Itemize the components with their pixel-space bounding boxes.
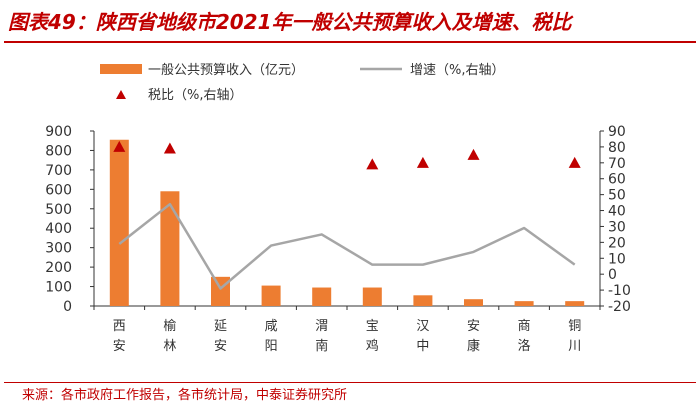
tax-ratio-marker-安康 bbox=[467, 148, 480, 160]
right-axis-tick-label: 60 bbox=[608, 172, 626, 188]
left-axis-tick-label: 500 bbox=[45, 202, 72, 218]
right-axis-tick-label: -10 bbox=[608, 283, 631, 299]
right-axis-tick-label: 20 bbox=[608, 235, 626, 251]
left-axis-tick-label: 0 bbox=[63, 299, 72, 315]
bar-铜川 bbox=[565, 301, 585, 306]
growth-line bbox=[118, 202, 576, 290]
left-axis-tick-label: 700 bbox=[45, 163, 72, 179]
x-axis-tick-label: 安康 bbox=[467, 319, 480, 354]
chart-title: 图表49：陕西省地级市2021年一般公共预算收入及增速、税比 bbox=[8, 10, 572, 34]
left-axis-tick-label: 600 bbox=[45, 182, 72, 198]
right-axis-tick-label: 40 bbox=[608, 204, 626, 220]
x-axis-tick-label: 延安 bbox=[214, 319, 227, 354]
tax-ratio-marker-西安 bbox=[113, 140, 126, 152]
right-axis-tick-label: 50 bbox=[608, 188, 626, 204]
bar-咸阳 bbox=[261, 285, 281, 306]
legend-label-bar: 一般公共预算收入（亿元） bbox=[148, 62, 304, 78]
x-axis-tick-label: 咸阳 bbox=[265, 319, 278, 354]
x-axis-tick-label: 汉中 bbox=[416, 319, 429, 354]
axes: 0100200300400500600700800900-20-10010203… bbox=[45, 124, 631, 354]
right-axis-tick-label: -20 bbox=[608, 299, 631, 315]
left-axis-tick-label: 100 bbox=[45, 280, 72, 296]
legend-swatch-marker bbox=[116, 90, 126, 99]
right-axis-tick-label: 90 bbox=[608, 124, 626, 140]
x-axis-tick-label: 铜川 bbox=[568, 319, 581, 354]
left-axis-tick-label: 300 bbox=[45, 241, 72, 257]
left-axis-tick-label: 900 bbox=[45, 124, 72, 140]
source-note: 来源：各市政府工作报告，各市统计局，中泰证券研究所 bbox=[22, 388, 348, 403]
x-axis-tick-label: 西安 bbox=[113, 319, 126, 354]
source-divider bbox=[4, 382, 696, 383]
left-axis-tick-label: 400 bbox=[45, 221, 72, 237]
left-axis-tick-label: 800 bbox=[45, 143, 72, 159]
bar-榆林 bbox=[160, 191, 180, 306]
right-axis-tick-label: 70 bbox=[608, 156, 626, 172]
bar-安康 bbox=[464, 299, 483, 306]
legend-label-line: 增速（%,右轴） bbox=[410, 63, 505, 78]
x-axis-tick-label: 渭南 bbox=[315, 319, 328, 354]
left-axis-tick-label: 200 bbox=[45, 260, 72, 276]
bar-渭南 bbox=[312, 287, 332, 306]
tax-ratio-marker-宝鸡 bbox=[366, 158, 379, 170]
tax-ratio-marker-铜川 bbox=[568, 156, 581, 168]
x-axis-tick-label: 榆林 bbox=[163, 319, 176, 354]
right-axis-tick-label: 10 bbox=[608, 251, 626, 267]
bar-汉中 bbox=[413, 295, 433, 306]
bar-series bbox=[109, 139, 585, 306]
bar-商洛 bbox=[514, 301, 534, 306]
right-axis-tick-label: 80 bbox=[608, 140, 626, 156]
chart: 一般公共预算收入（亿元） 增速（%,右轴） 税比（%,右轴） 010020030… bbox=[45, 62, 631, 354]
x-axis-tick-label: 商洛 bbox=[518, 319, 531, 354]
legend-label-marker: 税比（%,右轴） bbox=[148, 88, 243, 103]
legend: 一般公共预算收入（亿元） 增速（%,右轴） 税比（%,右轴） bbox=[100, 62, 505, 103]
bar-宝鸡 bbox=[362, 287, 382, 306]
line-series bbox=[118, 202, 576, 290]
title-divider bbox=[4, 41, 696, 43]
legend-swatch-bar bbox=[100, 64, 142, 74]
bar-西安 bbox=[109, 139, 129, 306]
x-axis-tick-label: 宝鸡 bbox=[366, 319, 379, 354]
bar-延安 bbox=[211, 276, 230, 306]
marker-series bbox=[113, 140, 581, 170]
tax-ratio-marker-榆林 bbox=[163, 142, 176, 154]
right-axis-tick-label: 0 bbox=[608, 267, 617, 283]
tax-ratio-marker-汉中 bbox=[416, 156, 429, 168]
right-axis-tick-label: 30 bbox=[608, 219, 626, 235]
